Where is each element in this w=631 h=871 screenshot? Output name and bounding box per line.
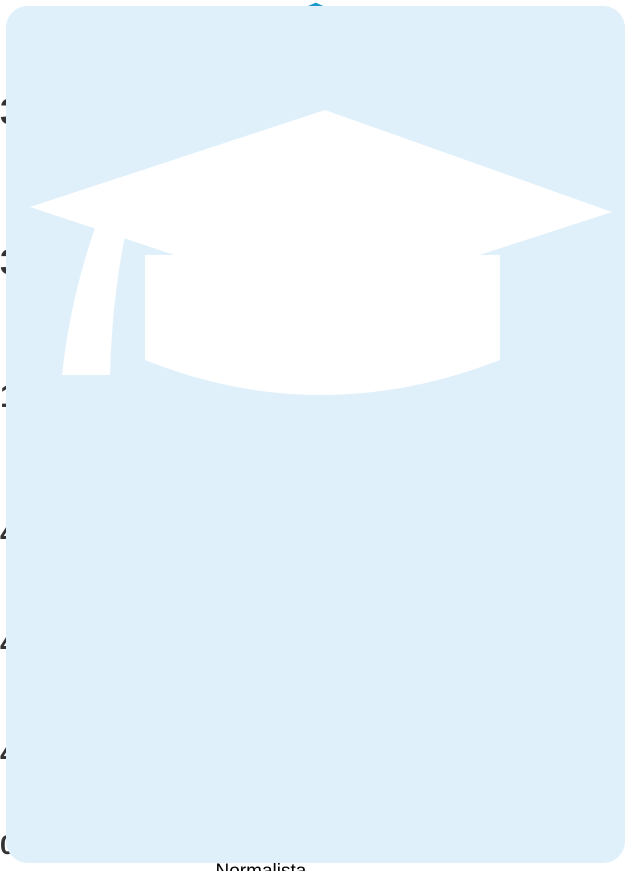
- background: [0, 0, 631, 871]
- infographic: 38,1%Secundaria30,9%Básica primaria16%Su…: [0, 0, 631, 871]
